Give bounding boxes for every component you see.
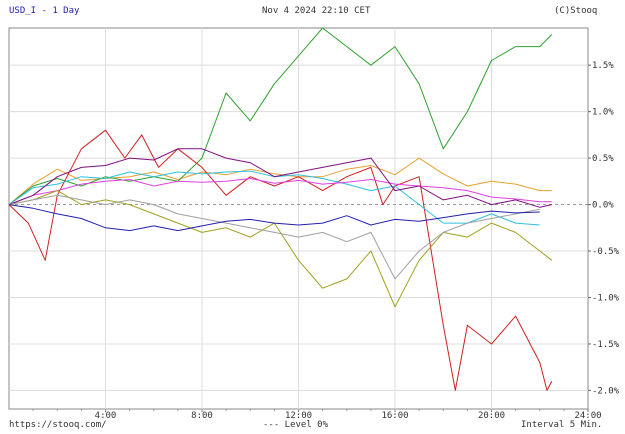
- x-tick-label: 20:00: [478, 411, 505, 421]
- x-tick-label: 24:00: [574, 411, 601, 421]
- series-line-btcusd: [8, 129, 553, 391]
- y-tick-label: 1.5%: [592, 61, 614, 71]
- chart-date: Nov 4 2024 22:10 CET: [262, 6, 371, 16]
- chart-title: USD_I - 1 Day: [9, 6, 80, 16]
- series-line-2yusy-b: [8, 194, 540, 280]
- x-tick-label: 8:00: [191, 411, 213, 421]
- y-tick-label: -1.0%: [592, 293, 620, 303]
- footer-interval: Interval 5 Min.: [521, 420, 603, 430]
- y-tick-label: 1.0%: [592, 108, 614, 118]
- series-line-nq-f: [8, 148, 552, 208]
- y-tick-label: 0.5%: [592, 154, 614, 164]
- x-tick-label: 12:00: [285, 411, 312, 421]
- series-line-usd-i: [8, 204, 540, 232]
- y-tick-label: -1.5%: [592, 340, 620, 350]
- y-tick-label: -2.0%: [592, 386, 620, 396]
- footer-url[interactable]: https://stooq.com/: [9, 420, 107, 430]
- x-tick-label: 4:00: [95, 411, 117, 421]
- series-line-10yusy-b: [8, 190, 553, 308]
- chart-credit: (C)Stooq: [554, 6, 598, 16]
- y-tick-label: 0.0%: [592, 201, 614, 211]
- series-line-eurusd: [8, 178, 552, 206]
- footer-level: --- Level 0%: [263, 420, 329, 430]
- y-tick-label: -0.5%: [592, 247, 620, 257]
- x-tick-label: 16:00: [381, 411, 408, 421]
